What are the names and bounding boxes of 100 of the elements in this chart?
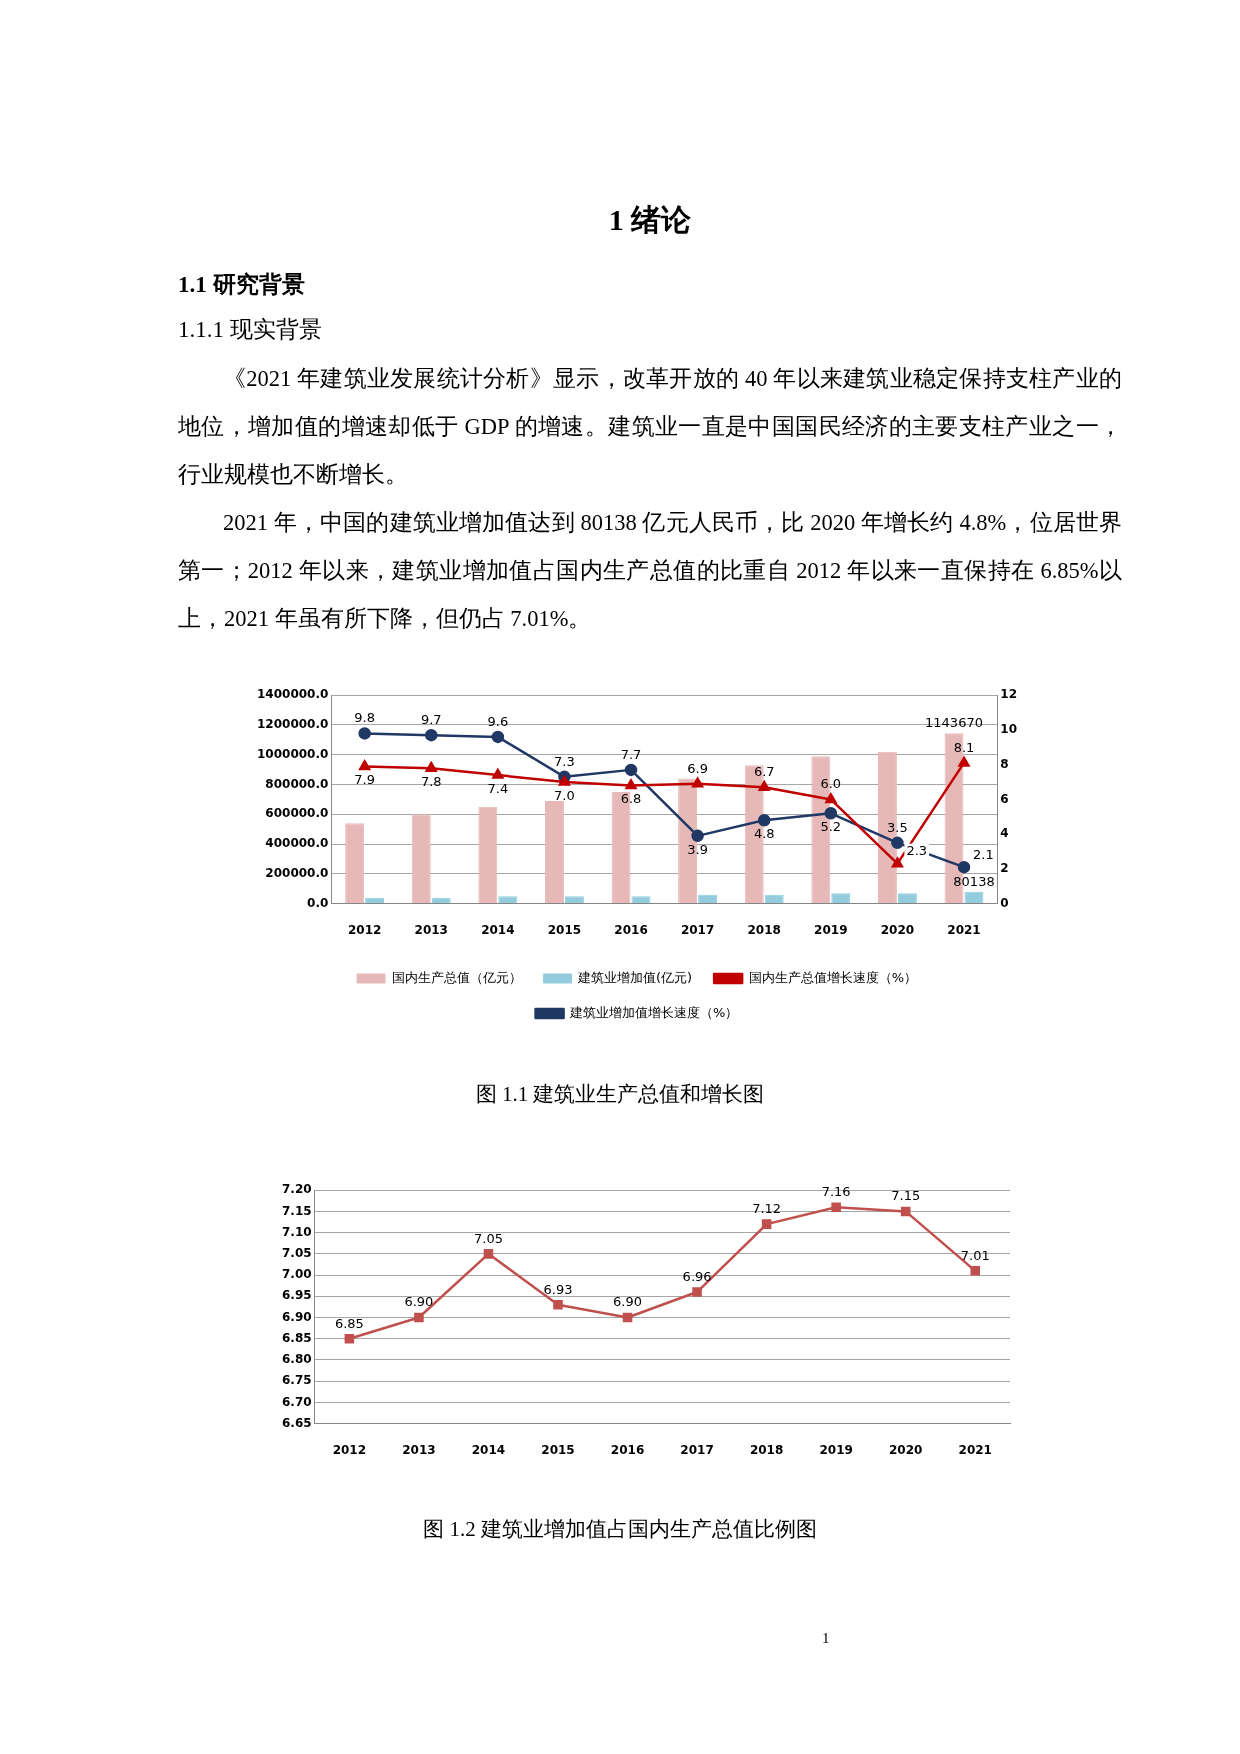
y-tick-label: 6.95 (282, 1288, 312, 1303)
legend-label: 国内生产总值（亿元） (391, 969, 522, 985)
data-label: 6.85 (334, 1315, 364, 1331)
y-tick-label: 7.20 (282, 1182, 312, 1197)
y-tick-label: 200000.0 (265, 865, 329, 880)
x-tick-label: 2020 (880, 922, 915, 937)
data-label: 8.1 (953, 739, 975, 755)
y-tick-label: 6.65 (282, 1415, 312, 1430)
data-label: 7.0 (554, 787, 575, 803)
data-label: 6.90 (404, 1294, 434, 1310)
data-label: 2.1 (973, 846, 994, 862)
data-label: 2.3 (906, 843, 928, 859)
point (761, 1219, 772, 1229)
y-tick-label: 6.90 (282, 1309, 312, 1324)
y2-tick-label: 2 (1000, 860, 1009, 875)
x-tick-label: 2012 (347, 922, 382, 937)
bar (897, 893, 917, 904)
y-tick-label: 1200000.0 (257, 717, 329, 732)
data-label: 7.9 (354, 772, 375, 788)
point (692, 1287, 702, 1297)
text: 1 (822, 1630, 830, 1647)
y-tick-label: 7.15 (282, 1203, 312, 1218)
point (891, 836, 904, 850)
data-label: 6.7 (753, 764, 775, 780)
point (824, 807, 838, 820)
data-label: 5.2 (820, 819, 842, 835)
text: 图 1.2 建筑业增加值占国内生产总值比例图 (422, 1516, 818, 1543)
y-tick-label: 800000.0 (265, 776, 329, 791)
data-label: 7.12 (752, 1201, 782, 1217)
y-tick-label: 7.10 (282, 1224, 312, 1239)
point (492, 768, 504, 779)
legend-label: 国内生产总值增长速度（%） (748, 969, 917, 985)
y-tick-label: 1000000.0 (257, 746, 329, 761)
data-label: 6.96 (682, 1268, 712, 1284)
data-label: 80138 (953, 873, 995, 889)
data-label: 7.3 (554, 753, 575, 769)
x-tick-label: 2018 (749, 1442, 784, 1457)
bar (564, 896, 584, 904)
y2-tick-label: 10 (1000, 722, 1017, 737)
y-tick-label: 600000.0 (265, 806, 329, 821)
y-tick-label: 6.70 (282, 1394, 312, 1409)
data-label: 6.93 (543, 1281, 573, 1297)
data-label: 3.5 (887, 819, 908, 835)
x-tick-label: 2014 (471, 1442, 506, 1457)
y2-tick-label: 6 (1000, 791, 1009, 806)
text: 1 绪论 (607, 202, 693, 238)
point (891, 857, 903, 868)
x-tick-label: 2012 (332, 1442, 367, 1457)
x-tick-label: 2015 (547, 922, 582, 937)
data-label: 6.9 (687, 760, 708, 776)
data-label: 7.16 (821, 1184, 851, 1200)
point (900, 1206, 911, 1217)
y2-tick-label: 4 (1000, 826, 1009, 841)
x-tick-label: 2014 (481, 922, 515, 937)
text: 1.1 研究背景 (178, 271, 306, 299)
point (558, 775, 571, 786)
point (625, 779, 637, 790)
y-tick-label: 6.75 (282, 1373, 312, 1388)
point (957, 860, 971, 874)
point (414, 1312, 424, 1323)
y-tick-label: 6.80 (282, 1352, 312, 1367)
x-tick-label: 2013 (414, 922, 448, 937)
point (425, 728, 438, 742)
x-tick-label: 2017 (680, 1442, 714, 1457)
point (757, 813, 771, 827)
y2-tick-label: 0 (1000, 895, 1009, 910)
x-tick-label: 2021 (947, 922, 981, 937)
x-tick-label: 2018 (747, 922, 781, 937)
point (970, 1266, 981, 1276)
x-tick-label: 2021 (958, 1442, 992, 1457)
bar (345, 823, 365, 904)
x-tick-label: 2019 (819, 1442, 853, 1457)
legend-label: 建筑业增加值增长速度（%） (569, 1004, 739, 1020)
y2-tick-label: 8 (1000, 756, 1009, 771)
y-tick-label: 0.0 (307, 895, 329, 910)
x-tick-label: 2019 (814, 922, 848, 937)
data-label: 9.8 (354, 710, 375, 726)
data-label: 4.8 (753, 826, 775, 842)
x-tick-label: 2013 (402, 1442, 436, 1457)
legend-label: 建筑业增加值(亿元) (577, 969, 693, 985)
y2-tick-label: 12 (1000, 687, 1017, 702)
point (692, 777, 704, 788)
data-label: 7.05 (473, 1230, 503, 1246)
x-tick-label: 2016 (610, 1442, 645, 1457)
y-tick-label: 6.85 (282, 1330, 312, 1345)
data-label: 7.4 (487, 780, 509, 796)
bar (831, 893, 851, 904)
data-label: 7.01 (960, 1247, 990, 1263)
point (344, 1333, 355, 1344)
point (553, 1299, 563, 1310)
point (358, 727, 371, 740)
text: 《2021 年建筑业发展统计分析》显示，改革开放的 40 年以来建筑业稳定保持支柱产业的地位，增加值的增速却低于 GDP 的增速。建筑业一直是中国国民经济的主要支柱产业之一，行业规模也不断增长。 (178, 365, 1122, 489)
point (491, 730, 505, 744)
point (691, 829, 704, 843)
point (958, 756, 970, 767)
point (483, 1249, 494, 1259)
y-tick-label: 7.00 (282, 1267, 312, 1282)
data-label: 7.8 (420, 774, 442, 790)
point (624, 763, 638, 777)
text: 1.1.1 现实背景 (178, 316, 323, 344)
